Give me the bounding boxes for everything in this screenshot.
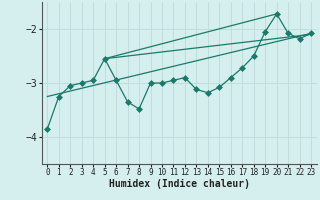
X-axis label: Humidex (Indice chaleur): Humidex (Indice chaleur)	[109, 179, 250, 189]
